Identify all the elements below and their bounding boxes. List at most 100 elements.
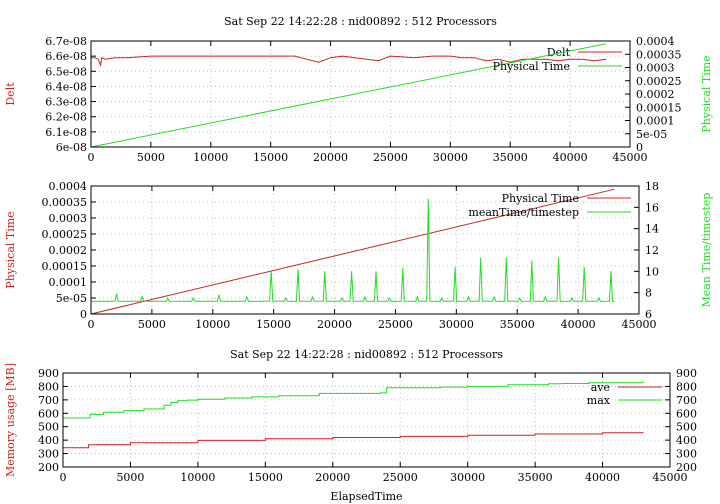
x-tick-label: 5000 bbox=[137, 151, 165, 164]
x-tick-label: 5000 bbox=[116, 471, 144, 484]
legend-label: Physical Time bbox=[502, 192, 579, 205]
y-tick-label: 0.00035 bbox=[42, 196, 88, 209]
series-line-ave bbox=[63, 432, 644, 449]
series-line-physical-time bbox=[90, 188, 615, 315]
x-tick-label: 25000 bbox=[373, 151, 408, 164]
y-tick-label: 0 bbox=[80, 308, 87, 321]
y-tick-label: 0.0002 bbox=[49, 244, 88, 257]
y-tick-label: 6e-08 bbox=[56, 141, 87, 154]
plot-frame bbox=[90, 40, 631, 148]
y-tick-label: 6.5e-08 bbox=[45, 65, 87, 78]
y2-axis-label: Mean Time/timestep bbox=[700, 193, 713, 308]
y-tick-label: 800 bbox=[38, 380, 59, 393]
y-tick-label: 0.0004 bbox=[49, 180, 88, 193]
x-axis-label: ElapsedTime bbox=[330, 490, 402, 503]
y2-tick-label: 0.00035 bbox=[636, 48, 682, 61]
y-tick-label: 6.1e-08 bbox=[45, 126, 87, 139]
series-line-meantime-timestep bbox=[91, 198, 615, 302]
y2-tick-label: 800 bbox=[676, 380, 697, 393]
series-line-max bbox=[63, 381, 644, 419]
y2-tick-label: 0.0003 bbox=[636, 62, 675, 75]
series-line-physical-time bbox=[90, 43, 607, 148]
y-tick-label: 6.6e-08 bbox=[45, 50, 87, 63]
y2-tick-label: 14 bbox=[645, 223, 659, 236]
y2-tick-label: 400 bbox=[676, 434, 697, 447]
y2-tick-label: 0.0002 bbox=[636, 88, 675, 101]
x-tick-label: 40000 bbox=[561, 318, 596, 331]
y-tick-label: 5e-05 bbox=[56, 292, 87, 305]
x-tick-label: 35000 bbox=[493, 151, 528, 164]
y-axis-label: Physical Time bbox=[4, 211, 17, 288]
y-tick-label: 0.00025 bbox=[42, 228, 88, 241]
chart-panel-2: 0 5000 10000 15000 20000 25000 30000 35000 40000… bbox=[4, 180, 713, 331]
y-tick-label: 400 bbox=[38, 434, 59, 447]
legend-label: Delt bbox=[547, 46, 571, 59]
x-tick-label: 15000 bbox=[253, 151, 288, 164]
y2-tick-label: 18 bbox=[645, 180, 659, 193]
x-tick-label: 15000 bbox=[248, 471, 283, 484]
legend-label: Physical Time bbox=[493, 60, 570, 73]
x-tick-label: 0 bbox=[88, 318, 95, 331]
y2-tick-label: 12 bbox=[645, 244, 659, 257]
y2-tick-label: 500 bbox=[676, 421, 697, 434]
y-tick-label: 6.2e-08 bbox=[45, 111, 87, 124]
x-tick-label: 35000 bbox=[518, 471, 553, 484]
x-tick-label: 40000 bbox=[585, 471, 620, 484]
x-tick-label: 20000 bbox=[317, 318, 352, 331]
y2-tick-label: 600 bbox=[676, 407, 697, 420]
y2-tick-label: 0 bbox=[636, 141, 643, 154]
y-tick-label: 700 bbox=[38, 394, 59, 407]
chart-title: Sat Sep 22 14:22:28 : nid00892 : 512 Pro… bbox=[230, 348, 503, 361]
y2-tick-label: 0.0004 bbox=[636, 35, 675, 48]
x-tick-label: 45000 bbox=[653, 471, 688, 484]
y2-tick-label: 6 bbox=[645, 308, 652, 321]
plot-frame bbox=[90, 185, 640, 315]
y2-tick-label: 0.00025 bbox=[636, 75, 682, 88]
y-tick-label: 6.7e-08 bbox=[45, 35, 87, 48]
x-tick-label: 20000 bbox=[315, 471, 350, 484]
y2-tick-label: 0.0001 bbox=[636, 115, 675, 128]
y2-tick-label: 300 bbox=[676, 448, 697, 461]
x-tick-label: 30000 bbox=[433, 151, 468, 164]
x-tick-label: 40000 bbox=[553, 151, 588, 164]
y-tick-label: 6.3e-08 bbox=[45, 96, 87, 109]
y-axis-label: Memory usage [MB] bbox=[4, 363, 17, 477]
x-tick-label: 0 bbox=[60, 471, 67, 484]
x-tick-label: 25000 bbox=[378, 318, 413, 331]
y2-tick-label: 16 bbox=[645, 201, 659, 214]
y-tick-label: 900 bbox=[38, 367, 59, 380]
y2-tick-label: 10 bbox=[645, 265, 659, 278]
y2-tick-label: 8 bbox=[645, 287, 652, 300]
y-axis-label: Delt bbox=[4, 82, 17, 106]
y-tick-label: 200 bbox=[38, 461, 59, 474]
legend-label: max bbox=[587, 394, 611, 407]
x-tick-label: 10000 bbox=[180, 471, 215, 484]
x-tick-label: 45000 bbox=[613, 151, 648, 164]
x-tick-label: 25000 bbox=[383, 471, 418, 484]
y2-tick-label: 200 bbox=[676, 461, 697, 474]
y-tick-label: 0.0001 bbox=[49, 276, 88, 289]
y2-tick-label: 5e-05 bbox=[636, 128, 667, 141]
x-tick-label: 5000 bbox=[138, 318, 166, 331]
plot-frame bbox=[62, 372, 671, 468]
y2-tick-label: 900 bbox=[676, 367, 697, 380]
y-tick-label: 600 bbox=[38, 407, 59, 420]
x-tick-label: 35000 bbox=[500, 318, 535, 331]
x-tick-label: 20000 bbox=[313, 151, 348, 164]
legend-label: meanTime/timestep bbox=[468, 206, 579, 219]
y2-tick-label: 700 bbox=[676, 394, 697, 407]
y-tick-label: 0.00015 bbox=[42, 260, 88, 273]
chart-title: Sat Sep 22 14:22:28 : nid00892 : 512 Pro… bbox=[224, 15, 497, 28]
y-tick-label: 6.4e-08 bbox=[45, 80, 87, 93]
y-tick-label: 500 bbox=[38, 421, 59, 434]
legend-label: ave bbox=[591, 381, 610, 394]
x-tick-label: 30000 bbox=[439, 318, 474, 331]
series-line-delt bbox=[91, 55, 607, 68]
y2-tick-label: 0.00015 bbox=[636, 101, 682, 114]
y2-axis-label: Physical Time bbox=[700, 55, 713, 132]
chart-panel-3: Sat Sep 22 14:22:28 : nid00892 : 512 Pro… bbox=[4, 348, 697, 503]
y-tick-label: 300 bbox=[38, 448, 59, 461]
x-tick-label: 10000 bbox=[193, 151, 228, 164]
x-tick-label: 0 bbox=[88, 151, 95, 164]
